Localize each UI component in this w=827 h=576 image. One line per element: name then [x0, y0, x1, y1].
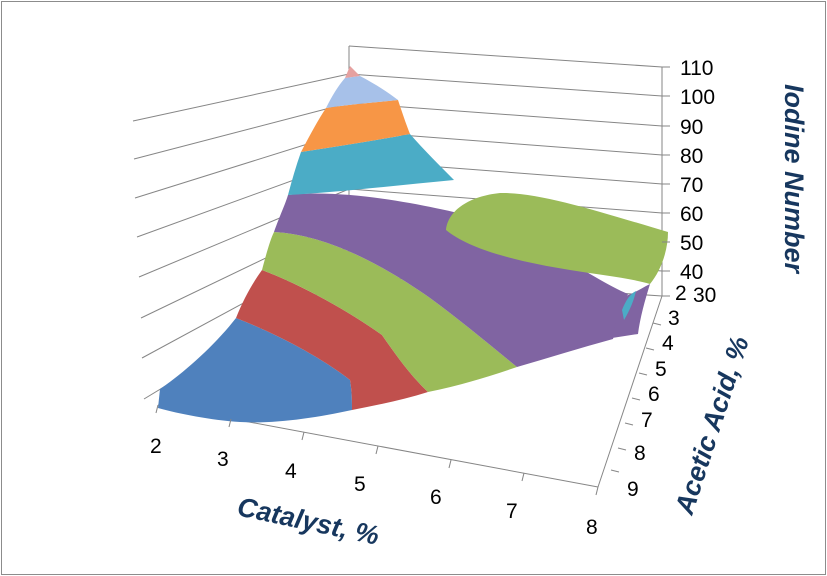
gridline-110	[348, 45, 663, 68]
y-tickmark	[610, 469, 620, 473]
y-tick-label: 5	[655, 358, 667, 381]
y-tickmark	[638, 372, 648, 376]
x-tickmark	[375, 445, 379, 455]
surface-band-40-50	[236, 270, 428, 410]
gridline-90	[133, 102, 350, 160]
x-tickmark	[228, 418, 232, 428]
surface	[158, 66, 668, 423]
z-tick-label: 30	[693, 284, 716, 307]
z-tick-label: 100	[680, 86, 715, 109]
z-axis-title: Iodine Number	[779, 84, 809, 275]
acetic-acid-axis-line	[597, 295, 663, 488]
surface-band-60-70-main	[274, 193, 628, 367]
x-tick-label: 5	[354, 473, 366, 496]
y-axis-ticks: 2 3 4 5 6 7 8 9	[610, 282, 687, 501]
x-tick-label: 4	[285, 460, 297, 483]
y-tick-label: 6	[648, 383, 660, 406]
y-tickmark	[645, 347, 655, 351]
y-tick-label: 3	[668, 307, 680, 330]
z-axis-ticks: 110 100 90 80 70 60 50 40 30	[662, 57, 716, 307]
z-tick-label: 60	[680, 203, 703, 226]
x-tick-label: 8	[586, 516, 598, 539]
x-tickmark	[521, 472, 525, 482]
y-tick-label: 9	[627, 478, 639, 501]
surface-band-50-60	[262, 232, 517, 392]
y-tickmark	[631, 397, 641, 401]
y-tick-label: 4	[662, 332, 674, 355]
surface-band-70-80-edge	[622, 291, 636, 320]
y-tickmark	[617, 447, 627, 451]
x-tickmark	[595, 486, 599, 496]
surface-band-50-60-plateau	[446, 192, 668, 284]
y-tick-label: 8	[634, 442, 646, 465]
x-tick-label: 7	[506, 500, 518, 523]
gridline-100	[132, 73, 350, 122]
z-tick-label: 110	[680, 57, 713, 80]
y-tick-label: 7	[641, 409, 653, 432]
z-tick-label: 40	[680, 261, 703, 284]
surface-band-80-90	[301, 100, 410, 152]
gridline-100b	[348, 73, 663, 97]
x-tick-label: 6	[430, 486, 442, 509]
y-tick-label: 2	[675, 282, 687, 305]
x-tickmark	[448, 459, 452, 469]
y-tickmark	[624, 422, 634, 426]
z-tick-label: 70	[680, 174, 703, 197]
x-tickmark	[155, 404, 159, 414]
surface-band-60-70-edge	[612, 284, 650, 338]
surface-band-100-110	[345, 66, 360, 78]
z-tick-label: 80	[680, 145, 703, 168]
x-tick-label: 3	[217, 448, 229, 471]
surface-band-70-80	[288, 134, 454, 195]
z-tick-label: 50	[680, 232, 703, 255]
y-tickmark	[652, 322, 662, 326]
x-tickmark	[301, 431, 305, 441]
z-tick-label: 90	[680, 116, 703, 139]
x-tick-label: 2	[150, 435, 162, 458]
gridline-90b	[348, 102, 663, 127]
x-axis-ticks: 2 3 4 5 6 7 8	[150, 404, 599, 539]
surface-band-90-100	[326, 76, 398, 108]
surface-band-30-40	[158, 318, 352, 423]
